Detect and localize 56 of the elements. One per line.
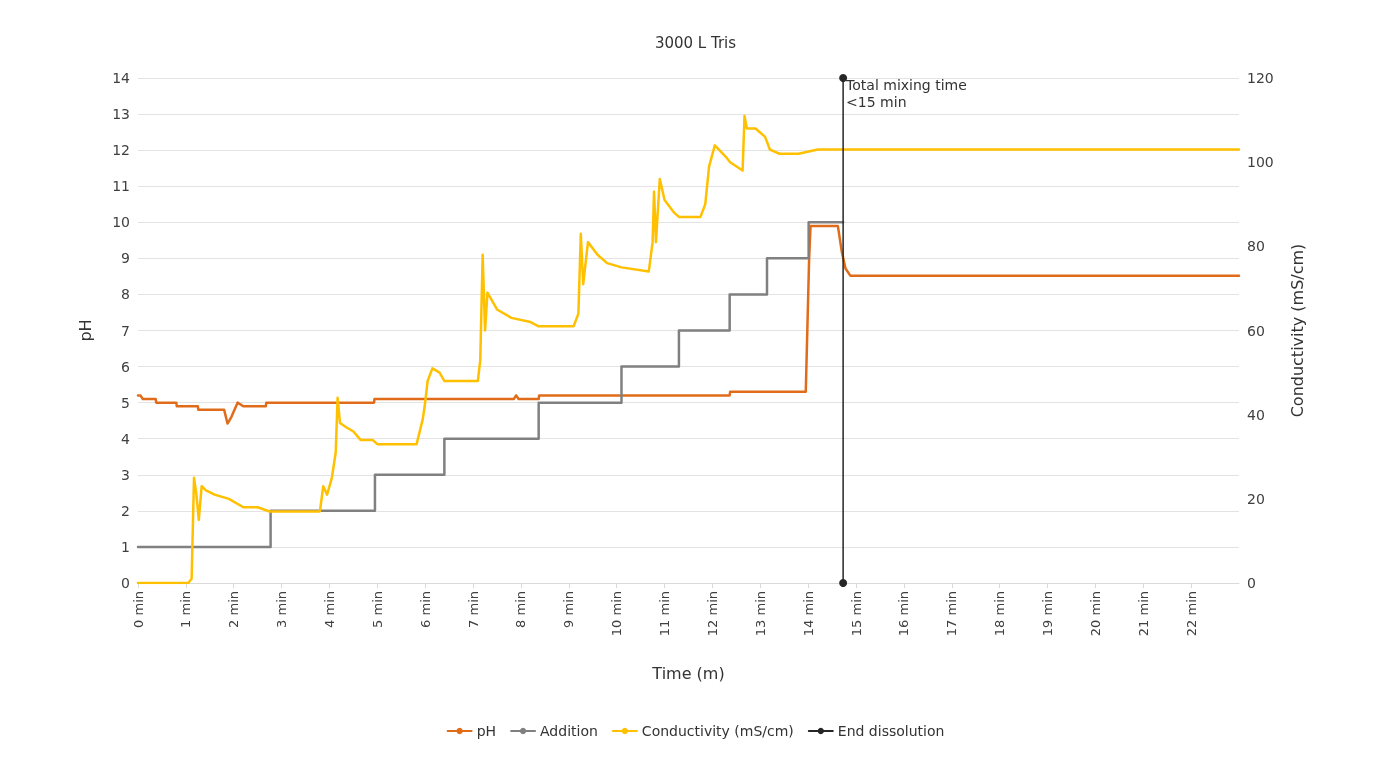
y-tick-label: 10 [112, 214, 130, 231]
x-tick-label: 19 min [1040, 591, 1056, 637]
y-tick-label: 7 [121, 322, 130, 339]
x-tick-label: 16 min [896, 591, 912, 637]
x-tick-label: 10 min [609, 591, 625, 637]
line-series [136, 224, 1241, 425]
y2-tick-label: 40 [1247, 406, 1265, 423]
x-tick-label: 12 min [704, 591, 720, 637]
chart-title: 3000 L Tris [654, 33, 737, 52]
y-tick-label: 11 [112, 178, 130, 195]
x-axis-title: Time (m) [651, 663, 725, 683]
x-tick-label: 22 min [1183, 591, 1199, 637]
x-tick-label: 5 min [369, 591, 385, 628]
x-tick-label: 8 min [513, 591, 529, 628]
x-tick-label: 20 min [1087, 591, 1103, 637]
legend-label: End dissolution [837, 723, 945, 739]
y-tick-label: 5 [121, 394, 130, 411]
x-tick-label: 2 min [226, 591, 242, 628]
y-tick-label: 14 [112, 70, 131, 86]
y-tick-label: 8 [121, 286, 130, 303]
x-tick-label: 0 min [130, 591, 146, 628]
y-tick-label: 13 [112, 106, 130, 123]
x-tick-label: 14 min [800, 591, 816, 637]
y-tick-label: 6 [121, 358, 131, 375]
x-tick-label: 11 min [657, 591, 673, 637]
x-tick-label: 7 min [465, 591, 481, 628]
y-axis-title: pH [75, 319, 95, 342]
x-tick-label: 1 min [178, 591, 194, 628]
y-tick-label: 0 [121, 575, 130, 591]
x-tick-label: 21 min [1135, 591, 1151, 637]
y-tick-label: 1 [121, 538, 130, 555]
y2-tick-label: 80 [1247, 238, 1265, 255]
line-series [136, 114, 1241, 585]
annotation: Total mixing time <15 min [845, 76, 967, 110]
y2-tick-label: 100 [1247, 154, 1274, 171]
legend-label: pH [476, 723, 497, 739]
y2-tick-label: 0 [1247, 575, 1256, 591]
x-tick-label: 15 min [848, 591, 864, 637]
x-tick-label: 9 min [561, 591, 577, 628]
y2-axis-title: Conductivity (mS/cm) [1287, 243, 1307, 418]
x-tick-label: 13 min [752, 591, 768, 637]
y-tick-label: 9 [121, 250, 130, 267]
legend-label: Conductivity (mS/cm) [641, 723, 794, 739]
y-tick-label: 2 [121, 502, 130, 519]
x-tick-label: 18 min [992, 591, 1008, 637]
x-tick-label: 4 min [321, 591, 337, 628]
x-tick-label: 17 min [944, 591, 960, 637]
y2-tick-label: 20 [1247, 490, 1265, 507]
y2-tick-label: 60 [1247, 322, 1265, 339]
y-tick-label: 4 [121, 430, 131, 447]
x-tick-label: 3 min [274, 591, 290, 628]
x-tick-label: 6 min [417, 591, 433, 628]
y2-tick-label: 120 [1247, 70, 1274, 86]
y-tick-label: 12 [112, 142, 130, 159]
legend-label: Addition [540, 723, 598, 739]
y-tick-label: 3 [121, 466, 130, 483]
